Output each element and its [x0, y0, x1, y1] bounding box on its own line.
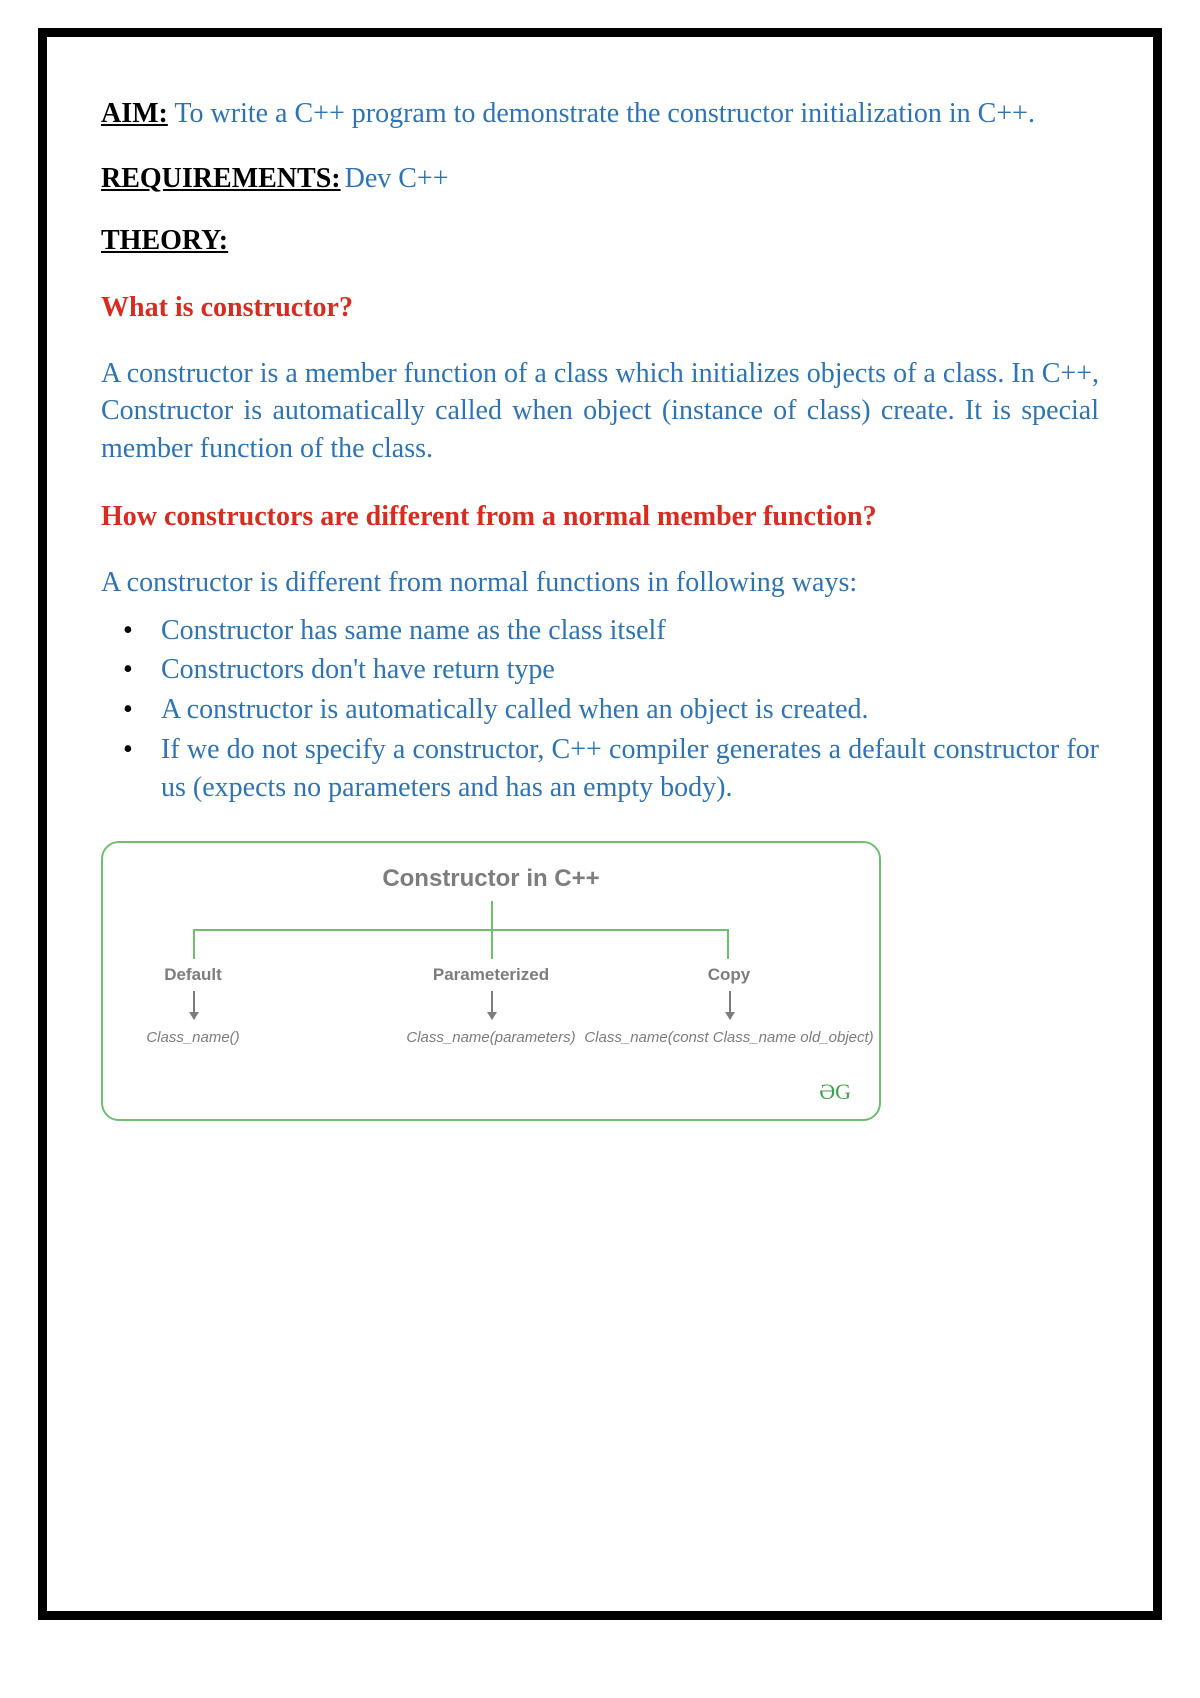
- diagram-stem: [491, 901, 493, 929]
- aim-label: AIM:: [101, 98, 168, 129]
- diagram-example-parameterized: Class_name(parameters): [406, 1029, 575, 1046]
- requirements-label: REQUIREMENTS:: [101, 163, 341, 194]
- constructor-diagram: Constructor in C++ Default Parameterized…: [101, 841, 881, 1121]
- aim-section: AIM: To write a C++ program to demonstra…: [101, 95, 1099, 133]
- question-1-heading: What is constructor?: [101, 289, 1099, 327]
- list-item: If we do not specify a constructor, C++ …: [101, 731, 1099, 807]
- page-border: AIM: To write a C++ program to demonstra…: [38, 28, 1162, 1620]
- arrow-down-icon: [491, 991, 493, 1019]
- diagram-branch: [727, 929, 729, 959]
- list-item: Constructor has same name as the class i…: [101, 612, 1099, 650]
- gfg-logo-icon: ƏG: [819, 1079, 851, 1105]
- question-2-intro: A constructor is different from normal f…: [101, 564, 1099, 602]
- theory-section: THEORY:: [101, 225, 1099, 257]
- question-2-bullets: Constructor has same name as the class i…: [101, 612, 1099, 807]
- arrow-down-icon: [193, 991, 195, 1019]
- diagram-example-copy: Class_name(const Class_name old_object): [584, 1029, 873, 1046]
- diagram-node-parameterized: Parameterized: [433, 965, 549, 985]
- theory-label: THEORY:: [101, 225, 228, 256]
- requirements-section: REQUIREMENTS: Dev C++: [101, 163, 1099, 195]
- diagram-node-default: Default: [164, 965, 222, 985]
- requirements-text: Dev C++: [345, 163, 449, 194]
- list-item: A constructor is automatically called wh…: [101, 691, 1099, 729]
- diagram-hbar: [193, 929, 729, 931]
- diagram-node-copy: Copy: [708, 965, 751, 985]
- aim-text: To write a C++ program to demonstrate th…: [174, 98, 1035, 129]
- diagram-title: Constructor in C++: [103, 865, 879, 893]
- diagram-branch: [491, 929, 493, 959]
- list-item: Constructors don't have return type: [101, 651, 1099, 689]
- question-1-paragraph: A constructor is a member function of a …: [101, 355, 1099, 468]
- diagram-example-default: Class_name(): [146, 1029, 239, 1046]
- diagram-branch: [193, 929, 195, 959]
- question-2-heading: How constructors are different from a no…: [101, 498, 1099, 536]
- arrow-down-icon: [729, 991, 731, 1019]
